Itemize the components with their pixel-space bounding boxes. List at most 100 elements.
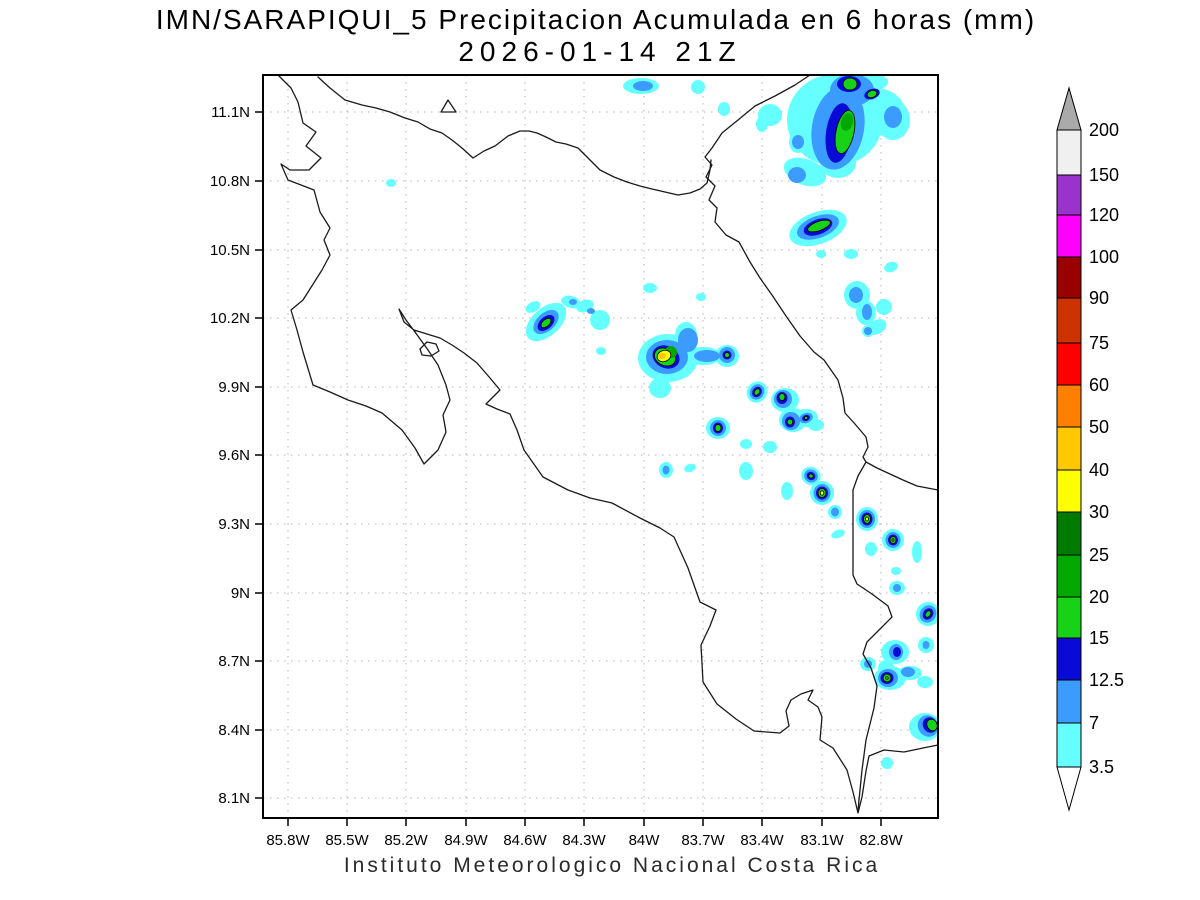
precip-cell-7mm (901, 667, 915, 677)
colorbar-segment (1056, 679, 1082, 724)
coastlines (277, 75, 938, 814)
precip-cell-7mm (849, 287, 863, 303)
colorbar-segment (1056, 554, 1082, 598)
precip-cell-7mm (788, 167, 806, 183)
precip-cell-3.5mm (684, 463, 696, 473)
lon-tick-label: 83.7W (681, 832, 725, 849)
colorbar-label: 3.5 (1089, 757, 1114, 777)
lon-tick-label: 83.4W (740, 832, 784, 849)
lake-island (440, 99, 457, 113)
lon-tick-label: 83.1W (800, 832, 844, 849)
lon-tick-label: 85.5W (325, 832, 369, 849)
precip-cell-3.5mm (739, 462, 753, 480)
precip-cell-7mm (922, 641, 930, 649)
precip-cell-15mm (807, 219, 831, 233)
precip-cell-15mm (926, 718, 938, 732)
precip-cell-3.5mm (763, 441, 777, 453)
precip-cell-3.5mm (831, 529, 845, 539)
footer-credit: Instituto Meteorologico Nacional Costa R… (343, 854, 881, 877)
precipitation-cells (386, 75, 938, 769)
lat-tick-label: 9N (231, 585, 250, 602)
lake-nicaragua-shore (317, 76, 712, 196)
colorbar-label: 12.5 (1089, 670, 1124, 690)
lon-tick-label: 84.6W (503, 832, 547, 849)
colorbar-label: 200 (1089, 120, 1119, 140)
colorbar: 200 150 120 100 90 75 60 50 40 30 25 20 15 12.5 7 3.5 (1056, 86, 1124, 812)
precip-cell-7mm (569, 299, 577, 305)
lat-tick-label: 11.1N (211, 104, 250, 121)
precip-cell-30mm (891, 538, 895, 542)
chira-island (419, 341, 440, 357)
precip-cell-7mm (792, 135, 804, 149)
precip-cell-15mm (540, 317, 552, 329)
precip-cell-3.5mm (816, 250, 826, 258)
colorbar-label: 90 (1089, 288, 1109, 308)
precip-cell-15mm (842, 77, 858, 91)
precip-cell-7mm (694, 350, 720, 362)
plot-title: IMN/SARAPIQUI_5 Precipitacion Acumulada … (155, 4, 1037, 35)
precip-cell-15mm (714, 424, 722, 432)
colorbar-label: 60 (1089, 375, 1109, 395)
precip-cell-3.5mm (596, 347, 606, 355)
colorbar-segment (1056, 214, 1082, 258)
precip-cell-3.5mm (881, 757, 893, 769)
colorbar-segment (1056, 637, 1082, 681)
colorbar-label: 75 (1089, 333, 1109, 353)
precip-cell-7mm (662, 465, 670, 475)
lon-tick-label: 82.8W (859, 832, 903, 849)
precip-cell-7mm (587, 308, 595, 314)
precip-cell-15mm (786, 418, 794, 426)
precip-cell-3.5mm (891, 567, 901, 575)
precip-cell-3.5mm (808, 419, 824, 431)
colorbar-segment (1056, 384, 1082, 428)
precip-cell-7mm (884, 106, 902, 128)
precip-cell-7mm (864, 327, 872, 335)
precip-cell-7mm (678, 328, 698, 352)
precip-cell-30mm (865, 516, 869, 522)
colorbar-segment (1056, 722, 1082, 768)
lat-tick-label: 9.9N (218, 379, 250, 396)
colorbar-label: 20 (1089, 587, 1109, 607)
precip-cell-3.5mm (696, 293, 706, 301)
precip-cell-40mm (658, 352, 666, 360)
colorbar-label: 30 (1089, 502, 1109, 522)
lon-tick-label: 85.8W (266, 832, 310, 849)
precip-cell-3.5mm (865, 542, 877, 556)
precip-cell-7mm (893, 584, 901, 592)
colorbar-label: 40 (1089, 460, 1109, 480)
precip-cell-15mm (924, 610, 932, 618)
lat-tick-label: 10.5N (210, 242, 250, 259)
precip-cell-3.5mm (844, 249, 858, 259)
colorbar-segment (1056, 469, 1082, 513)
colorbar-label: 25 (1089, 545, 1109, 565)
lat-tick-label: 10.8N (210, 173, 250, 190)
precip-cell-3.5mm (912, 541, 922, 563)
precip-cell-15mm (866, 89, 878, 99)
precip-cell-15mm (808, 473, 814, 479)
colorbar-segment (1056, 342, 1082, 386)
precip-cell-15mm (778, 393, 786, 401)
lat-tick-label: 8.4N (218, 722, 250, 739)
colorbar-label: 7 (1089, 713, 1099, 733)
plot-subtitle-datetime: 2026-01-14 21Z (458, 36, 742, 67)
caribbean-coast (704, 75, 938, 491)
colorbar-segment (1056, 297, 1082, 344)
colorbar-label: 15 (1089, 628, 1109, 648)
colorbar-segment (1056, 129, 1082, 176)
lat-tick-label: 8.1N (218, 790, 250, 807)
lat-tick-label: 10.2N (210, 310, 250, 327)
axis-ticks: 11.1N 10.8N 10.5N 10.2N 9.9N 9.6N 9.3N 9N 8.7N 8.… (210, 104, 904, 849)
precip-cell-3.5mm (756, 116, 768, 132)
precip-cell-30mm (885, 676, 889, 680)
precip-cell-15mm (724, 352, 730, 358)
precip-cell-3.5mm (876, 299, 892, 315)
precip-cell-7mm (862, 304, 872, 320)
lon-tick-label: 85.2W (384, 832, 428, 849)
precip-cell-20mm (840, 113, 854, 131)
gridlines (263, 75, 938, 818)
precip-cell-3.5mm (525, 301, 541, 313)
colorbar-arrow-top (1056, 86, 1082, 131)
precip-cell-3.5mm (590, 310, 610, 330)
precip-cell-15mm (804, 415, 809, 420)
